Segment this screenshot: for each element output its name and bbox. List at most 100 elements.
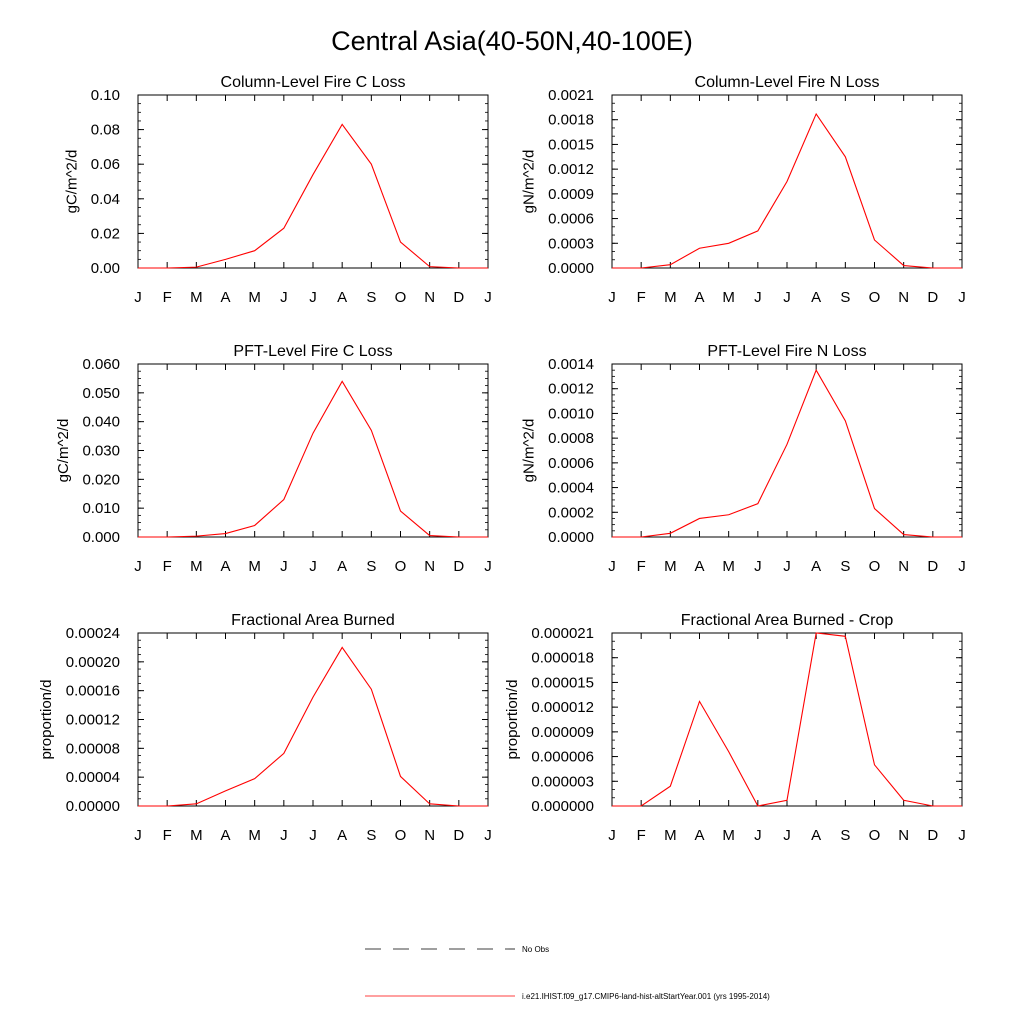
x-tick-label: M [190, 827, 203, 844]
y-tick-label: 0.000006 [531, 749, 594, 766]
x-tick-label: O [395, 558, 407, 575]
plot-frame [137, 363, 489, 538]
series-line [612, 112, 962, 269]
y-tick-label: 0.050 [82, 385, 120, 402]
x-tick-label: O [395, 289, 407, 306]
plot-frame [611, 632, 963, 807]
x-tick-label: J [484, 558, 492, 575]
y-tick-label: 0.0015 [548, 136, 594, 153]
y-tick-label: 0.0006 [548, 455, 594, 472]
x-tick-label: A [694, 827, 704, 844]
x-tick-label: D [453, 558, 464, 575]
figure-title: Central Asia(40-50N,40-100E) [331, 26, 693, 56]
x-tick-label: M [722, 827, 735, 844]
y-tick-label: 0.00 [91, 260, 120, 277]
x-tick-label: S [366, 558, 376, 575]
x-tick-label: D [927, 558, 938, 575]
x-tick-label: J [958, 289, 966, 306]
y-tick-label: 0.0008 [548, 430, 594, 447]
x-tick-label: J [484, 827, 492, 844]
x-tick-label: S [366, 289, 376, 306]
y-tick-label: 0.00016 [66, 683, 120, 700]
y-tick-label: 0.02 [91, 225, 120, 242]
x-tick-label: J [134, 558, 142, 575]
x-tick-label: M [248, 558, 261, 575]
x-tick-label: N [898, 558, 909, 575]
x-tick-label: N [898, 827, 909, 844]
y-tick-label: 0.000021 [531, 625, 594, 642]
y-tick-label: 0.0000 [548, 260, 594, 277]
legend-label-no-obs: No Obs [522, 945, 549, 954]
y-tick-label: 0.0012 [548, 381, 594, 398]
panel-title: Fractional Area Burned - Crop [681, 612, 894, 629]
legend-label-model: i.e21.IHIST.f09_g17.CMIP6-land-hist-altS… [522, 992, 770, 1001]
y-axis-label: proportion/d [38, 679, 55, 759]
y-tick-label: 0.00004 [66, 769, 120, 786]
y-tick-label: 0.000003 [531, 773, 594, 790]
y-tick-label: 0.0006 [548, 211, 594, 228]
x-tick-label: F [637, 558, 646, 575]
x-tick-label: A [811, 827, 821, 844]
y-tick-label: 0.06 [91, 156, 120, 173]
x-tick-label: A [694, 289, 704, 306]
y-tick-label: 0.000009 [531, 724, 594, 741]
y-axis-label: gN/m^2/d [521, 150, 538, 214]
y-tick-label: 0.0002 [548, 504, 594, 521]
x-tick-label: J [280, 558, 288, 575]
x-tick-label: J [783, 558, 791, 575]
series-line [138, 646, 488, 807]
y-tick-label: 0.000018 [531, 650, 594, 667]
x-tick-label: N [424, 827, 435, 844]
y-tick-label: 0.000000 [531, 798, 594, 815]
y-tick-label: 0.000 [82, 529, 120, 546]
x-tick-label: N [424, 558, 435, 575]
y-tick-label: 0.0004 [548, 480, 594, 497]
x-tick-label: M [664, 558, 677, 575]
x-tick-label: N [424, 289, 435, 306]
x-tick-label: A [337, 827, 347, 844]
x-tick-label: J [958, 558, 966, 575]
x-tick-label: J [134, 289, 142, 306]
x-tick-label: F [637, 827, 646, 844]
plot-frame [137, 94, 489, 269]
y-tick-label: 0.0003 [548, 235, 594, 252]
y-tick-label: 0.040 [82, 414, 120, 431]
panel-title: Fractional Area Burned [231, 612, 395, 629]
y-tick-label: 0.030 [82, 443, 120, 460]
x-tick-label: J [608, 558, 616, 575]
x-tick-label: A [220, 827, 230, 844]
x-tick-label: J [754, 558, 762, 575]
x-tick-label: M [722, 289, 735, 306]
series-line [138, 380, 488, 538]
x-tick-label: M [664, 289, 677, 306]
x-tick-label: J [484, 289, 492, 306]
plot-frame [611, 363, 963, 538]
x-tick-label: J [608, 289, 616, 306]
x-tick-label: O [869, 827, 881, 844]
x-tick-label: M [248, 827, 261, 844]
y-tick-label: 0.00012 [66, 712, 120, 729]
x-tick-label: M [248, 289, 261, 306]
y-tick-label: 0.00024 [66, 625, 120, 642]
y-tick-label: 0.0012 [548, 161, 594, 178]
x-tick-label: D [927, 827, 938, 844]
x-tick-label: J [783, 289, 791, 306]
x-tick-label: A [811, 289, 821, 306]
x-tick-label: J [134, 827, 142, 844]
x-tick-label: A [337, 558, 347, 575]
y-tick-label: 0.020 [82, 471, 120, 488]
panel-title: Column-Level Fire N Loss [695, 74, 880, 91]
y-tick-label: 0.000015 [531, 674, 594, 691]
y-tick-label: 0.000012 [531, 699, 594, 716]
y-tick-label: 0.0000 [548, 529, 594, 546]
y-tick-label: 0.00020 [66, 654, 120, 671]
x-tick-label: F [163, 289, 172, 306]
x-tick-label: J [608, 827, 616, 844]
x-tick-label: J [280, 827, 288, 844]
